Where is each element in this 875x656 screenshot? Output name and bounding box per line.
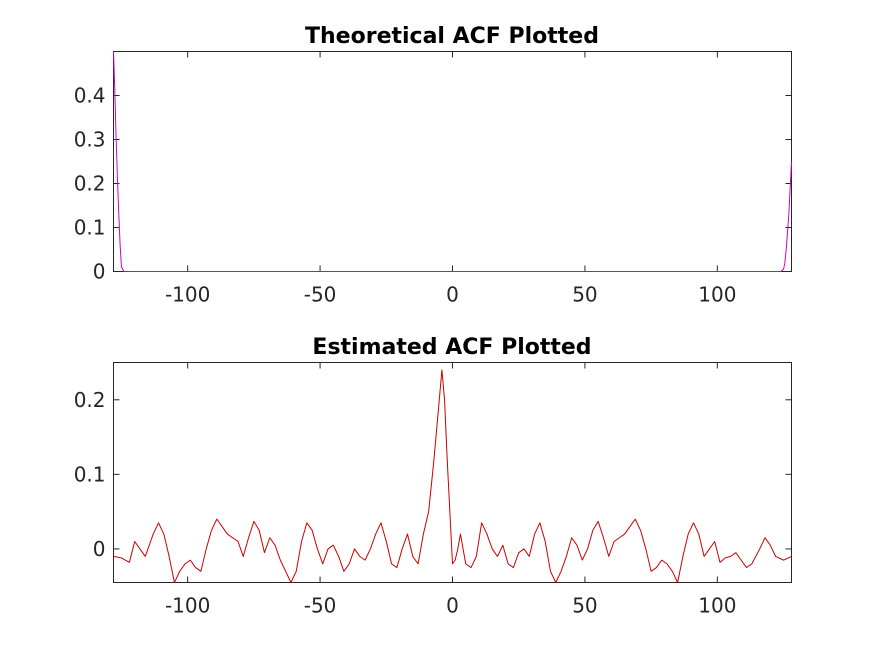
x-tick-label: -100 bbox=[165, 594, 210, 618]
x-tick-label: 50 bbox=[572, 594, 597, 618]
series-group bbox=[113, 51, 792, 272]
series-line bbox=[113, 51, 792, 272]
y-tick-label: 0 bbox=[93, 260, 106, 284]
x-tick-label: 0 bbox=[446, 283, 459, 307]
y-tick-label: 0.4 bbox=[74, 84, 106, 108]
y-tick-label: 0.3 bbox=[74, 128, 106, 152]
y-tick-label: 0.1 bbox=[74, 462, 106, 486]
x-tick-label: -50 bbox=[304, 594, 337, 618]
tick-group: -100 -50 0 50 100 0 0.1 0.2 bbox=[74, 362, 792, 618]
x-tick-label: 50 bbox=[572, 283, 597, 307]
y-tick-label: 0.1 bbox=[74, 216, 106, 240]
chart-title: Theoretical ACF Plotted bbox=[305, 24, 599, 49]
subplot-estimated: Estimated ACF Plotted -100 -50 0 50 100 0 0.1 0… bbox=[74, 335, 792, 618]
tick-group: -100 -50 0 50 100 0 0.1 0.2 0.3 0.4 bbox=[74, 51, 792, 307]
axes-box bbox=[113, 362, 792, 583]
series-line bbox=[113, 369, 792, 583]
x-tick-label: 100 bbox=[698, 283, 736, 307]
x-tick-label: -50 bbox=[304, 283, 337, 307]
y-tick-label: 0.2 bbox=[74, 388, 106, 412]
subplot-theoretical: Theoretical ACF Plotted -100 -50 0 50 100 0 0.… bbox=[74, 24, 792, 307]
axes-box bbox=[113, 51, 792, 272]
series-group bbox=[113, 369, 792, 583]
x-tick-label: 100 bbox=[698, 594, 736, 618]
x-tick-label: -100 bbox=[165, 283, 210, 307]
y-tick-label: 0 bbox=[93, 537, 106, 561]
x-tick-label: 0 bbox=[446, 594, 459, 618]
y-tick-label: 0.2 bbox=[74, 172, 106, 196]
chart-title: Estimated ACF Plotted bbox=[312, 335, 591, 360]
